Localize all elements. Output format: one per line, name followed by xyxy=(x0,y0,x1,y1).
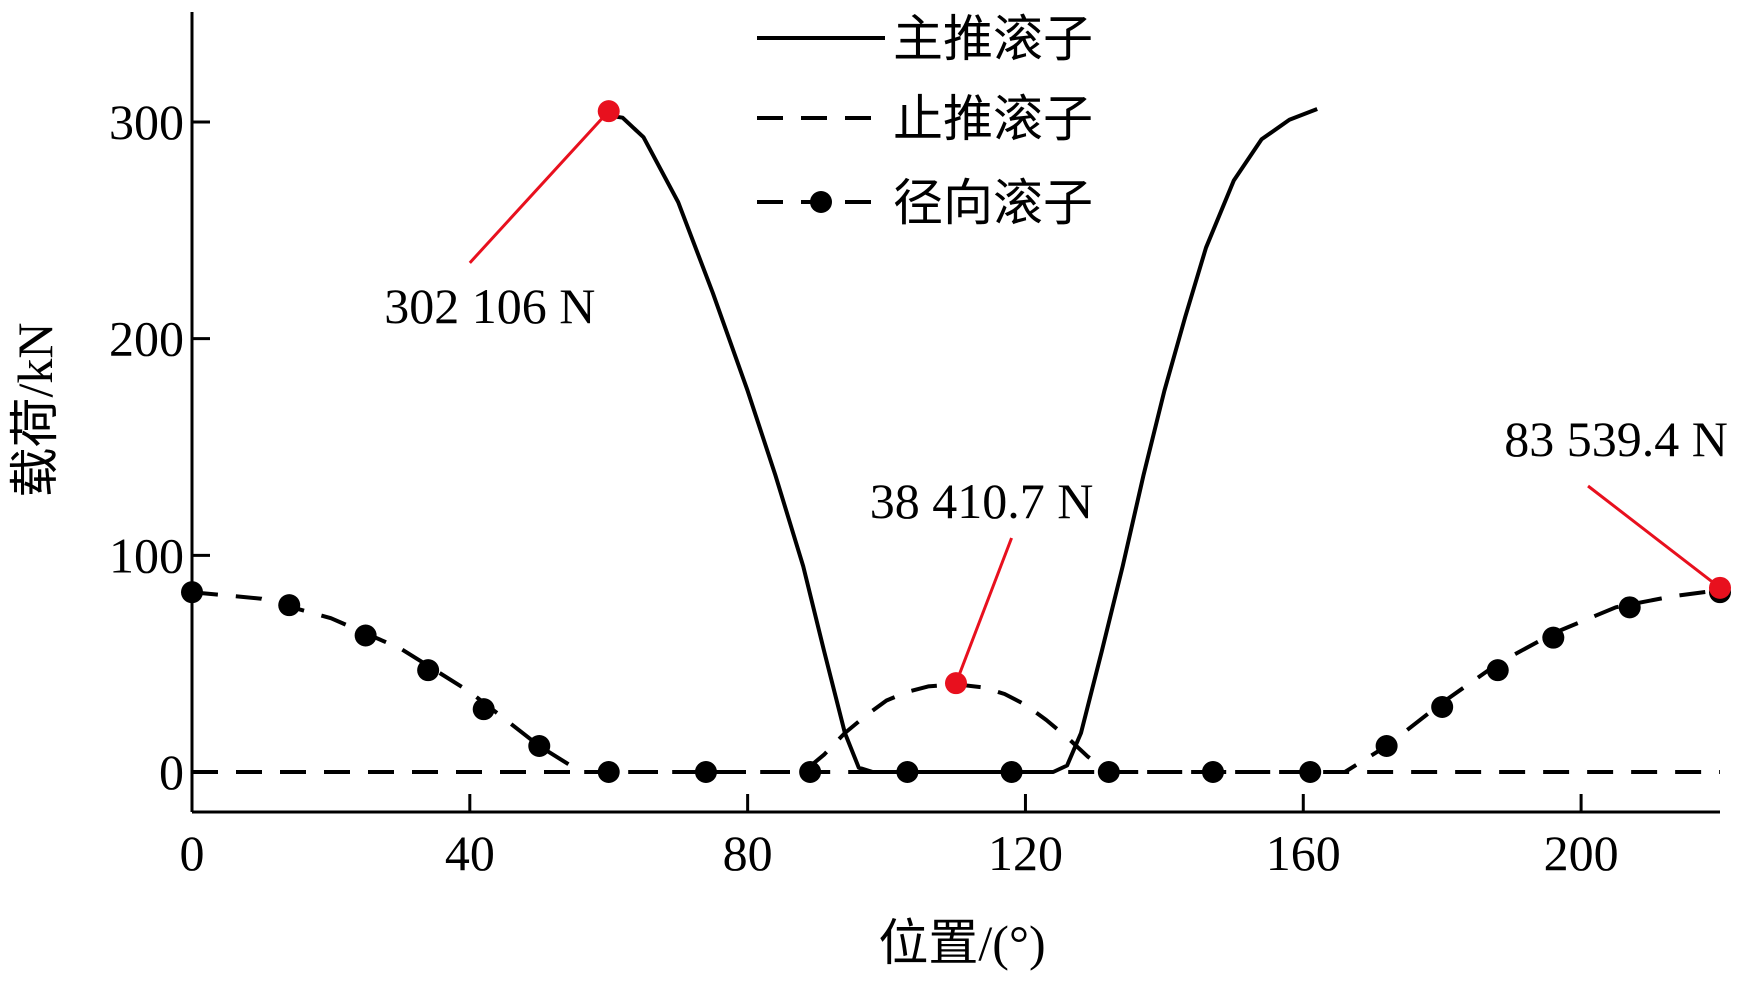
stop-thrust-roller-line xyxy=(192,682,1720,774)
y-axis-title: 载荷/kN xyxy=(7,323,63,498)
x-tick-label-160: 160 xyxy=(1266,825,1341,881)
radial-roller-line xyxy=(191,588,1721,774)
legend-label-radial-roller: 径向滚子 xyxy=(893,175,1093,231)
annotation-label-2: 83 539.4 N xyxy=(1504,411,1728,467)
radial-roller-point xyxy=(528,735,551,757)
x-axis-title: 位置/(°) xyxy=(878,915,1045,971)
legend-label-main-thrust-roller: 主推滚子 xyxy=(893,11,1093,67)
y-tick-label-200: 200 xyxy=(109,311,184,367)
radial-roller-point xyxy=(1618,596,1641,619)
annotation-marker-0 xyxy=(597,100,620,123)
x-tick-label-40: 40 xyxy=(445,825,495,881)
radial-roller-point xyxy=(472,698,495,721)
radial-roller-point xyxy=(799,761,822,783)
radial-roller-point xyxy=(694,761,717,783)
annotation-label-1: 38 410.7 N xyxy=(870,473,1094,529)
radial-roller-point xyxy=(1486,659,1509,682)
radial-roller-point xyxy=(1000,761,1023,783)
y-tick-label-0: 0 xyxy=(159,744,184,800)
radial-roller-point xyxy=(417,659,440,682)
annotation-label-0: 302 106 N xyxy=(384,278,595,334)
radial-roller-point xyxy=(597,761,620,783)
annotation-marker-2 xyxy=(1709,576,1731,599)
y-tick-label-300: 300 xyxy=(109,94,184,150)
radial-roller-point xyxy=(181,581,203,604)
legend-marker-radial-roller xyxy=(810,191,832,213)
y-tick-label-100: 100 xyxy=(109,527,184,583)
radial-roller-point xyxy=(354,624,377,647)
radial-roller-point xyxy=(1299,761,1322,783)
annotation-leader-2 xyxy=(1587,484,1721,590)
radial-roller-point xyxy=(1097,761,1120,783)
radial-roller-point xyxy=(1542,626,1565,649)
x-tick-label-0: 0 xyxy=(180,825,205,881)
x-tick-label-200: 200 xyxy=(1544,825,1619,881)
radial-roller-point xyxy=(1431,696,1454,718)
annotation-marker-1 xyxy=(945,672,967,695)
radial-roller-point xyxy=(278,594,301,617)
x-tick-label-120: 120 xyxy=(988,825,1063,881)
radial-roller-point xyxy=(1201,761,1224,783)
annotation-leader-1 xyxy=(954,537,1013,684)
legend-label-stop-thrust-roller: 止推滚子 xyxy=(893,91,1093,147)
radial-roller-point xyxy=(896,761,919,783)
radial-roller-point xyxy=(1375,735,1398,757)
x-tick-label-80: 80 xyxy=(723,825,773,881)
annotation-leader-0 xyxy=(468,110,610,264)
